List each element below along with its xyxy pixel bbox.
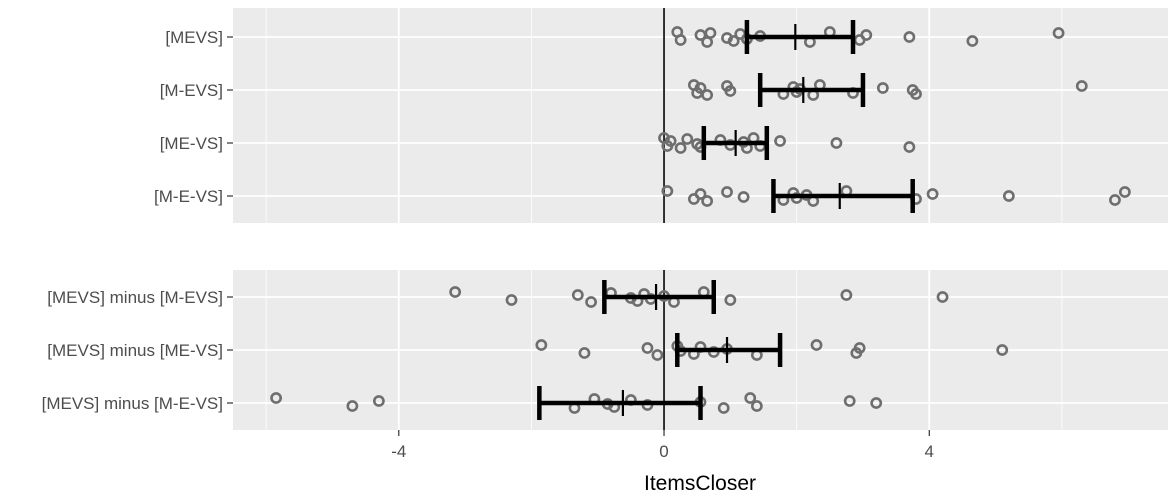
data-point [1075, 80, 1088, 92]
data-point [727, 35, 740, 47]
data-point [1109, 194, 1121, 206]
data-point [505, 294, 518, 306]
data-point [737, 191, 750, 203]
data-point [571, 289, 584, 301]
data-point [966, 35, 979, 47]
x-axis-title: ItemsCloser [644, 472, 756, 495]
data-point [1052, 27, 1065, 39]
data-point [372, 395, 385, 407]
data-point [651, 349, 664, 361]
data-point [701, 89, 714, 101]
category-label: [MEVS] [165, 28, 223, 47]
data-point [694, 82, 707, 94]
data-point [724, 294, 737, 306]
category-label: [MEVS] minus [M-EVS] [47, 288, 223, 307]
points-layer [270, 26, 1131, 414]
data-point [674, 142, 687, 154]
category-label: [ME-VS] [160, 134, 223, 153]
data-point [1002, 190, 1015, 202]
category-label: [MEVS] minus [M-E-VS] [42, 394, 223, 413]
data-point [774, 135, 786, 147]
data-point [578, 347, 591, 359]
data-point [750, 400, 763, 412]
data-point [830, 137, 843, 149]
data-point [870, 397, 883, 409]
data-point [903, 31, 916, 43]
data-point [704, 27, 717, 39]
data-point [721, 186, 733, 198]
category-label: [MEVS] minus [ME-VS] [47, 341, 223, 360]
data-point [853, 342, 866, 354]
x-axis: -4 0 4 [391, 430, 934, 461]
panel-top-background [233, 8, 1168, 223]
data-point [860, 29, 873, 41]
data-point [449, 286, 462, 298]
data-point [996, 344, 1009, 356]
data-point [535, 339, 548, 351]
data-point [810, 339, 823, 351]
x-tick-label: 4 [925, 442, 934, 461]
data-point [270, 392, 283, 404]
error-bars-layer [537, 20, 915, 420]
data-point [744, 392, 757, 404]
data-point [903, 141, 916, 153]
data-point [724, 85, 737, 97]
data-point [926, 188, 939, 200]
data-point [910, 88, 922, 100]
data-point [1118, 186, 1131, 198]
data-point [694, 188, 707, 200]
data-point [661, 185, 674, 197]
category-labels-layer: [MEVS] [M-EVS] [ME-VS] [M-E-VS] [MEVS] minus… [42, 28, 233, 413]
data-point [681, 133, 694, 145]
data-point [936, 291, 949, 303]
category-label: [M-E-VS] [154, 187, 223, 206]
x-tick-label: 0 [659, 442, 668, 461]
data-point [585, 296, 597, 308]
data-point [674, 34, 687, 46]
data-point [346, 400, 359, 412]
data-point [876, 82, 889, 94]
data-point [843, 395, 856, 407]
data-point [840, 289, 853, 301]
category-label: [M-EVS] [160, 81, 223, 100]
data-point [664, 135, 677, 147]
data-point [641, 342, 654, 354]
data-point [701, 195, 714, 207]
x-tick-label: -4 [391, 442, 406, 461]
data-point [717, 402, 730, 414]
